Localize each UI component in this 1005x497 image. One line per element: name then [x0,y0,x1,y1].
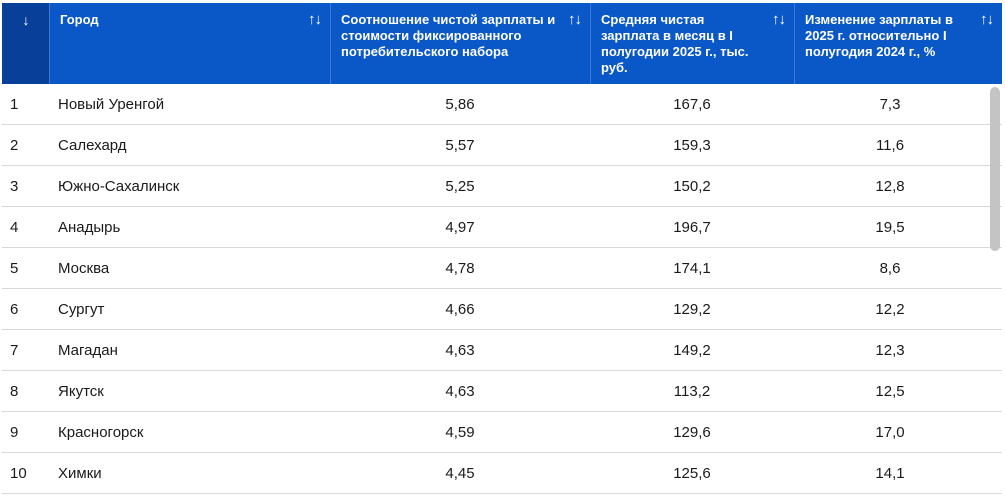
header-change-label: Изменение зарплаты в 2025 г. относительн… [805,12,953,59]
row-city: Салехард [58,136,127,154]
row-city: Магадан [58,341,118,359]
header-salary[interactable]: Средняя чистая зарплата в месяц в I полу… [590,3,794,84]
row-salary: 159,3 [673,136,711,154]
row-salary: 196,7 [673,218,711,236]
row-city: Сургут [58,300,105,318]
table-row: 3 Южно-Сахалинск 5,25 150,2 12,8 [2,166,1002,207]
row-ratio: 4,59 [445,423,475,441]
header-salary-label: Средняя чистая зарплата в месяц в I полу… [601,12,749,75]
vertical-scrollbar[interactable] [989,85,1002,497]
row-index: 1 [10,95,19,113]
sort-arrows-icon[interactable]: ↑↓ [980,11,994,28]
row-city: Химки [58,464,102,482]
table-row: 7 Магадан 4,63 149,2 12,3 [2,330,1002,371]
row-salary: 129,6 [673,423,711,441]
row-ratio: 4,78 [445,259,475,277]
table-row: 9 Красногорск 4,59 129,6 17,0 [2,412,1002,453]
row-index: 10 [10,464,27,482]
row-ratio: 4,63 [445,382,475,400]
arrow-down-icon: ↓ [22,12,30,28]
row-ratio: 4,66 [445,300,475,318]
row-index: 3 [10,177,19,195]
row-index: 8 [10,382,19,400]
header-city-label: Город [60,12,99,27]
row-change: 11,6 [875,136,905,154]
row-city: Новый Уренгой [58,95,165,113]
row-ratio: 5,57 [445,136,475,154]
row-ratio: 5,25 [445,177,475,195]
table-row: 1 Новый Уренгой 5,86 167,6 7,3 [2,84,1002,125]
table-row: 2 Салехард 5,57 159,3 11,6 [2,125,1002,166]
row-change: 12,3 [875,341,905,359]
row-ratio: 4,45 [445,464,475,482]
row-salary: 129,2 [673,300,711,318]
row-salary: 149,2 [673,341,711,359]
row-index: 6 [10,300,19,318]
row-index: 5 [10,259,19,277]
row-city: Южно-Сахалинск [58,177,180,195]
row-change: 19,5 [875,218,905,236]
row-change: 14,1 [875,464,905,482]
sort-arrows-icon[interactable]: ↑↓ [568,11,582,28]
table-row: 4 Анадырь 4,97 196,7 19,5 [2,207,1002,248]
row-ratio: 4,97 [445,218,475,236]
row-ratio: 4,63 [445,341,475,359]
row-salary: 174,1 [673,259,711,277]
header-change[interactable]: Изменение зарплаты в 2025 г. относительн… [794,3,1002,84]
table-body: 1 Новый Уренгой 5,86 167,6 7,3 2 Салехар… [2,84,1002,494]
header-city[interactable]: Город ↑↓ [49,3,330,84]
scrollbar-thumb[interactable] [990,87,1000,251]
row-index: 4 [10,218,19,236]
row-change: 7,3 [879,95,901,113]
row-city: Красногорск [58,423,144,441]
table-row: 8 Якутск 4,63 113,2 12,5 [2,371,1002,412]
row-salary: 150,2 [673,177,711,195]
row-city: Москва [58,259,110,277]
row-salary: 167,6 [673,95,711,113]
row-change: 12,8 [875,177,905,195]
row-change: 12,2 [875,300,905,318]
sort-arrows-icon[interactable]: ↑↓ [772,11,786,28]
table-row: 6 Сургут 4,66 129,2 12,2 [2,289,1002,330]
row-change: 12,5 [875,382,905,400]
table-row: 5 Москва 4,78 174,1 8,6 [2,248,1002,289]
row-salary: 125,6 [673,464,711,482]
header-ratio[interactable]: Соотношение чистой зарплаты и стоимости … [330,3,590,84]
table-header: ↓ Город ↑↓ Соотношение чистой зарплаты и… [2,3,1002,84]
row-salary: 113,2 [673,382,711,400]
sort-arrows-icon[interactable]: ↑↓ [308,11,322,28]
row-city: Анадырь [58,218,121,236]
header-ratio-label: Соотношение чистой зарплаты и стоимости … [341,12,556,59]
table-row: 10 Химки 4,45 125,6 14,1 [2,453,1002,494]
row-index: 7 [10,341,19,359]
row-index: 2 [10,136,19,154]
row-change: 8,6 [879,259,901,277]
row-index: 9 [10,423,19,441]
row-change: 17,0 [875,423,905,441]
header-index-sort[interactable]: ↓ [2,3,49,84]
row-city: Якутск [58,382,104,400]
row-ratio: 5,86 [445,95,475,113]
